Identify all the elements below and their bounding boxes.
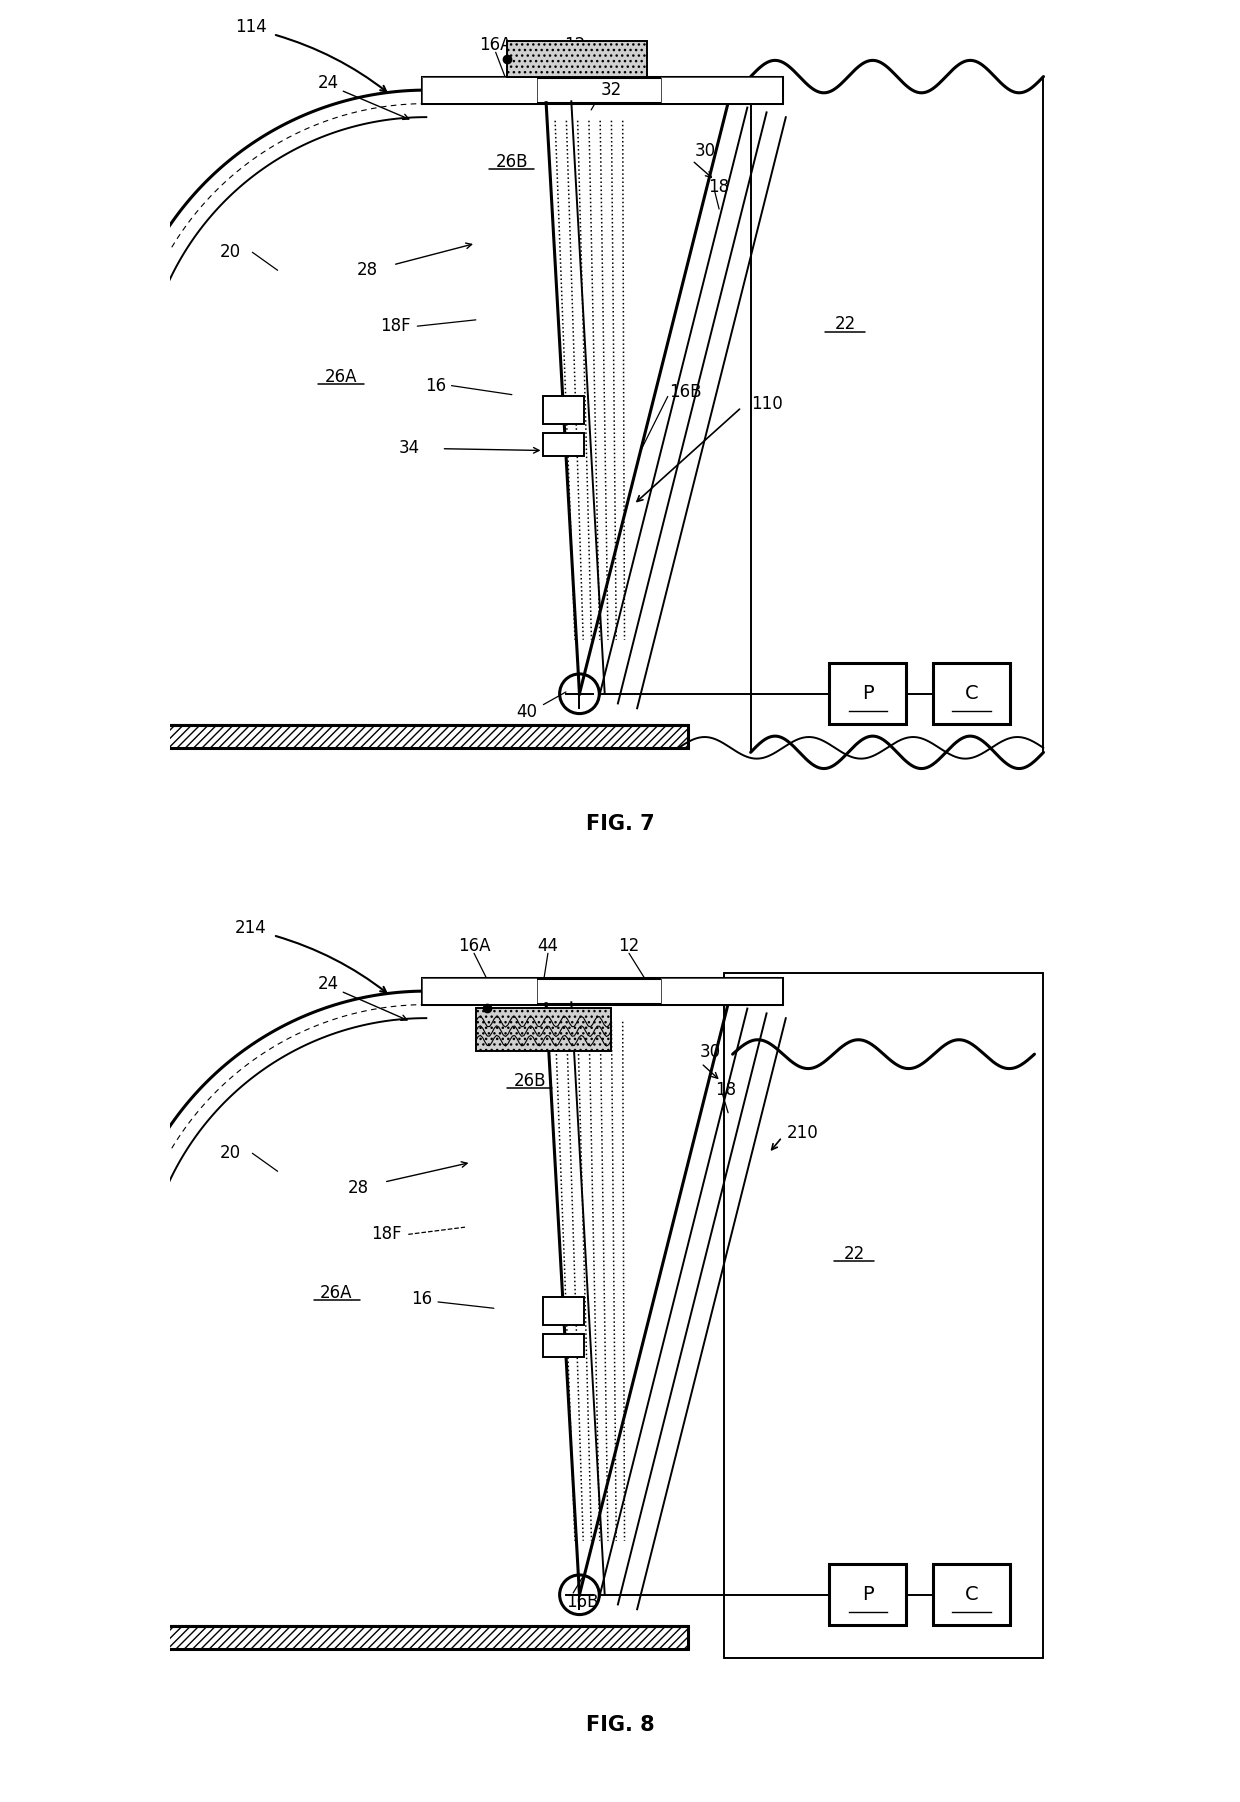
Bar (543, 1297, 584, 1326)
Bar (932, 663, 1009, 724)
Text: 26A: 26A (320, 1285, 352, 1301)
Bar (422, 978, 537, 1004)
Text: 28: 28 (348, 1179, 370, 1197)
Text: 34: 34 (399, 440, 420, 456)
Text: 24: 24 (319, 975, 340, 993)
Bar (661, 77, 782, 103)
Text: 24: 24 (319, 74, 340, 92)
Bar (422, 978, 782, 1004)
Text: 18: 18 (708, 178, 729, 195)
Text: 16B: 16B (670, 384, 702, 400)
Text: 26A: 26A (325, 368, 357, 386)
Bar (543, 1333, 584, 1357)
Bar (507, 41, 647, 77)
Bar (830, 663, 906, 724)
Bar (661, 978, 782, 1004)
Bar (422, 978, 537, 1004)
Text: 16: 16 (412, 1290, 433, 1308)
Bar (422, 77, 537, 103)
Bar (830, 1564, 906, 1625)
Text: 18F: 18F (381, 317, 410, 335)
Text: 114: 114 (234, 18, 267, 36)
Text: 110: 110 (750, 395, 782, 413)
Text: C: C (965, 685, 978, 703)
Polygon shape (579, 103, 786, 708)
Text: FIG. 8: FIG. 8 (585, 1716, 655, 1735)
Text: 12: 12 (619, 937, 640, 955)
Text: 16: 16 (425, 377, 446, 395)
Text: 18: 18 (715, 1081, 737, 1099)
Text: 214: 214 (234, 919, 267, 937)
Text: 22: 22 (835, 315, 856, 333)
Text: FIG. 7: FIG. 7 (585, 815, 655, 834)
Text: P: P (862, 685, 874, 703)
Bar (422, 77, 537, 103)
Text: 20: 20 (221, 1144, 242, 1162)
Text: 30: 30 (699, 1043, 720, 1061)
Bar (123, 1625, 687, 1649)
Text: 26B: 26B (513, 1072, 546, 1090)
Text: 28: 28 (357, 261, 378, 279)
Text: 16A: 16A (458, 937, 490, 955)
Text: P: P (862, 1586, 874, 1604)
Text: 20: 20 (221, 243, 242, 261)
Polygon shape (579, 1004, 786, 1609)
Bar (123, 724, 687, 748)
Bar (661, 978, 782, 1004)
Bar (543, 432, 584, 456)
Text: C: C (965, 1586, 978, 1604)
Text: 40: 40 (516, 703, 537, 721)
Bar (543, 396, 584, 425)
Text: 12: 12 (564, 36, 585, 54)
Bar (476, 1007, 611, 1051)
Bar (661, 77, 782, 103)
Text: 210: 210 (786, 1124, 818, 1142)
Text: 30: 30 (696, 142, 717, 160)
Bar (932, 1564, 1009, 1625)
Text: 18F: 18F (371, 1225, 402, 1243)
Text: 44: 44 (537, 937, 558, 955)
Text: 16B: 16B (565, 1593, 599, 1611)
Text: 22: 22 (843, 1245, 864, 1263)
Text: 32: 32 (600, 81, 621, 99)
Bar (422, 77, 782, 103)
Text: 26B: 26B (496, 153, 528, 171)
Text: 16A: 16A (480, 36, 512, 54)
